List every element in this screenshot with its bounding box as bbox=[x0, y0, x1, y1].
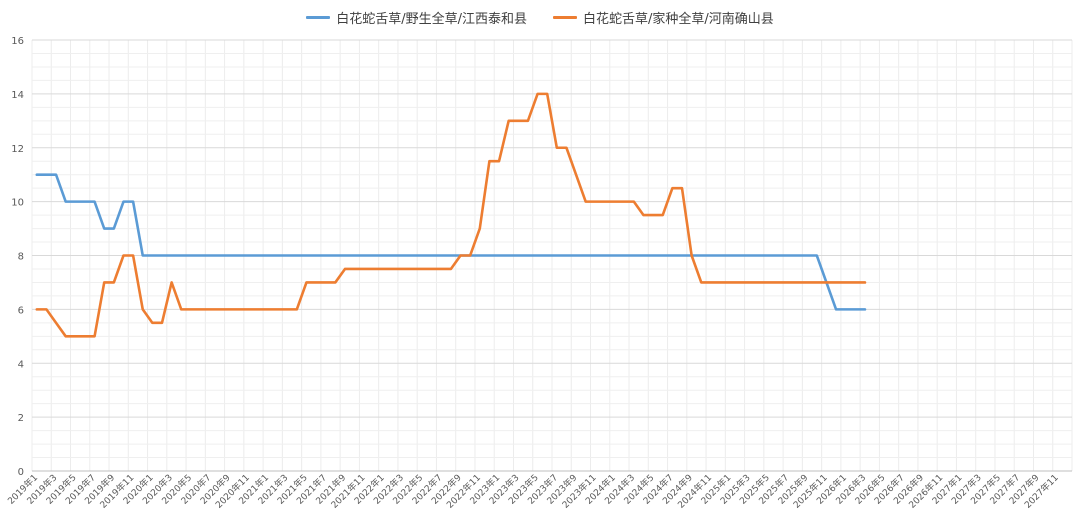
y-tick-label: 10 bbox=[11, 198, 24, 209]
y-tick-label: 16 bbox=[11, 36, 24, 47]
legend-item: 白花蛇舌草/野生全草/江西泰和县 bbox=[306, 8, 527, 27]
legend-swatch bbox=[306, 16, 331, 19]
y-tick-label: 14 bbox=[11, 90, 24, 101]
legend-swatch bbox=[553, 16, 577, 19]
y-tick-label: 4 bbox=[18, 359, 24, 370]
y-tick-label: 0 bbox=[18, 467, 24, 478]
legend-item: 白花蛇舌草/家种全草/河南确山县 bbox=[553, 8, 774, 27]
y-tick-label: 2 bbox=[18, 413, 24, 424]
y-tick-label: 6 bbox=[18, 305, 24, 316]
legend-label: 白花蛇舌草/野生全草/江西泰和县 bbox=[336, 12, 527, 27]
series-line-wild bbox=[35, 173, 867, 311]
y-tick-label: 8 bbox=[18, 252, 24, 263]
legend-label: 白花蛇舌草/家种全草/河南确山县 bbox=[583, 12, 774, 27]
legend: 白花蛇舌草/野生全草/江西泰和县 白花蛇舌草/家种全草/河南确山县 bbox=[0, 8, 1080, 27]
series-line-cultivated bbox=[35, 92, 867, 338]
y-tick-label: 12 bbox=[11, 144, 24, 155]
